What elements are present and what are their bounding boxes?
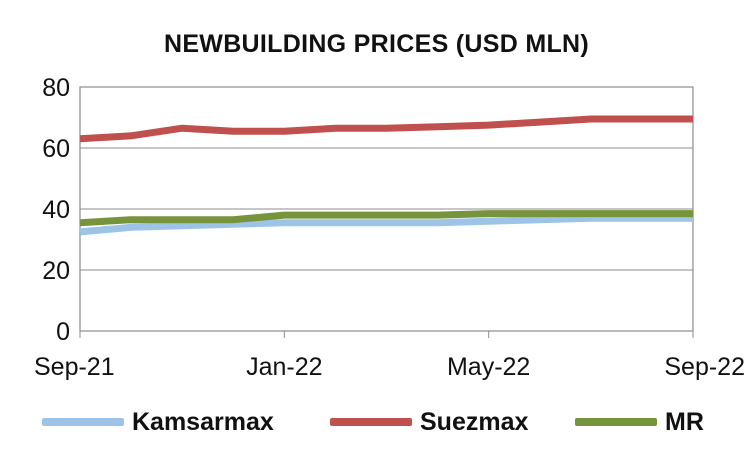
axes <box>79 86 694 338</box>
x-tick-label-May-22: May-22 <box>447 353 530 381</box>
chart-title: NEWBUILDING PRICES (USD MLN) <box>163 30 590 58</box>
line-chart: 0 20 40 60 80 Sep-21 Jan-22 May-22 Sep-22 <box>34 74 745 381</box>
legend-item-mr: MR <box>575 402 704 442</box>
grid-lines <box>80 147 693 271</box>
x-tick-label-Sep-21: Sep-21 <box>34 353 115 381</box>
legend-item-suezmax: Suezmax <box>330 402 528 442</box>
legend-swatch-suezmax <box>330 418 412 426</box>
chart-legend: Kamsarmax Suezmax MR <box>0 402 753 442</box>
series-line-mr <box>79 210 693 227</box>
y-tick-label-40: 40 <box>42 196 70 224</box>
y-tick-label-0: 0 <box>56 318 70 346</box>
series-line-kamsarmax <box>79 214 693 236</box>
legend-label-kamsarmax: Kamsarmax <box>132 407 274 436</box>
legend-item-kamsarmax: Kamsarmax <box>42 402 274 442</box>
tick-labels: 0 20 40 60 80 Sep-21 Jan-22 May-22 Sep-22 <box>34 74 745 381</box>
legend-swatch-kamsarmax <box>42 418 124 426</box>
y-tick-label-80: 80 <box>42 74 70 102</box>
plot-frame <box>79 86 694 332</box>
legend-label-mr: MR <box>665 407 704 436</box>
legend-swatch-mr <box>575 418 657 426</box>
legend-label-suezmax: Suezmax <box>420 407 529 436</box>
x-tick-label-Sep-22: Sep-22 <box>664 353 745 381</box>
series-line-suezmax <box>79 115 693 143</box>
y-tick-label-20: 20 <box>42 257 70 285</box>
y-tick-label-60: 60 <box>42 135 70 163</box>
x-tick-label-Jan-22: Jan-22 <box>246 353 322 381</box>
series-lines <box>79 115 693 236</box>
